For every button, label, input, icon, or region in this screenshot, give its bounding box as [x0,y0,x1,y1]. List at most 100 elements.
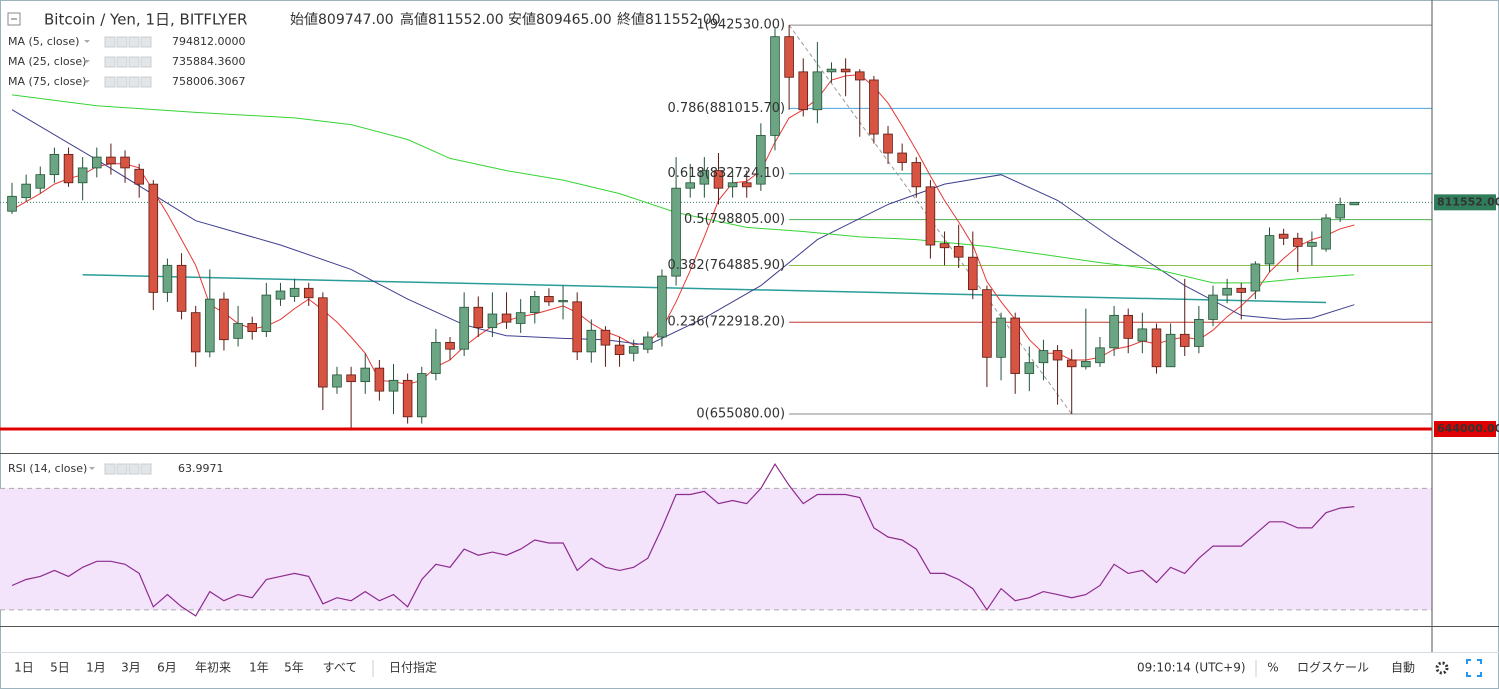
range-button[interactable]: 年初来 [195,661,231,675]
range-button[interactable]: 1月 [86,661,106,675]
legend-icon[interactable] [116,36,128,48]
range-button[interactable]: 5年 [284,661,304,675]
candle-body [840,68,851,73]
candle-body [374,367,385,392]
range-button[interactable]: 1日 [14,661,34,675]
fib-label: 0(655080.00) [696,407,785,422]
candle-body [1349,201,1360,206]
legend-icon[interactable] [140,463,152,475]
legend-icon[interactable] [128,56,140,68]
legend-icon[interactable] [128,76,140,88]
legend-value: 794812.0000 [172,35,245,48]
candle-body [63,153,74,184]
price-label-box [1434,421,1496,438]
legend-icon[interactable] [116,463,128,475]
candle-body [318,297,328,388]
candle-body [756,135,766,185]
candle-body [713,170,724,189]
candle-body [1038,350,1049,364]
candle-body [586,329,597,353]
legend-dropdown[interactable] [89,467,95,470]
candle-body [289,287,300,297]
auto-scale-button[interactable]: 自動 [1391,661,1415,675]
candle-body [77,167,88,184]
candle-body [416,373,427,418]
fib-label: 0.618(832724.10) [667,166,785,181]
range-button[interactable]: 1年 [249,661,269,675]
legend-icon[interactable] [116,76,128,88]
legend-value: 63.9971 [178,462,224,475]
legend-icon[interactable] [140,76,152,88]
candle-body [388,379,399,392]
legend-icon[interactable] [128,463,140,475]
legend-icon[interactable] [128,36,140,48]
candle-body [346,374,356,383]
percent-button[interactable]: % [1267,661,1278,675]
grid-layer [0,488,1432,610]
price-label: 644000.00 [1437,422,1499,435]
legend-icon[interactable] [104,76,116,88]
candle-body [1292,237,1303,247]
legend-name: MA (25, close) [8,55,86,68]
candle-body [572,301,582,353]
candle-body [982,289,992,358]
candle-body [1179,333,1190,347]
legend-name: RSI (14, close) [8,462,87,475]
candle-body [1024,362,1035,374]
candle-body [558,300,568,303]
candle-body [233,323,243,339]
candle-body [1278,233,1289,239]
candle-body [628,346,639,354]
candle-body [21,183,31,199]
range-button[interactable]: 6月 [157,661,177,675]
candle-body [996,317,1006,358]
candle-body [162,264,173,293]
candle-body [190,312,201,353]
candle-body [120,156,130,169]
legend-icon[interactable] [104,463,116,475]
candle-body [360,367,371,383]
candle-body [1194,319,1204,347]
candle-body [1307,241,1317,247]
candle-body [1109,314,1119,349]
candle-body [699,170,710,185]
legend-icon[interactable] [116,56,128,68]
ohlc-open: 始値809747.00 [290,12,394,28]
fullscreen-button[interactable] [1466,659,1482,677]
candle-body [1052,350,1063,361]
legend-icon[interactable] [104,56,116,68]
clock: 09:10:14 (UTC+9) [1137,661,1246,675]
date-pick-button[interactable]: 日付指定 [389,660,437,675]
log-scale-button[interactable]: ログスケール [1297,661,1369,675]
candle-body [1151,328,1162,368]
range-button[interactable]: 3月 [121,661,141,675]
legend-icon[interactable] [140,56,152,68]
legend-dropdown[interactable] [84,80,90,83]
legend-dropdown[interactable] [84,60,90,63]
fib-label: 0.382(764885.90) [667,258,785,273]
candle-body [1208,294,1218,320]
candle-body [953,245,964,258]
legend-icon[interactable] [140,36,152,48]
ohlc-close: 終値811552.00 [617,12,721,28]
legend-dropdown[interactable] [84,40,90,43]
candle-body [7,195,17,212]
candle-body [939,243,950,249]
candle-body [1321,217,1331,250]
legend-icon[interactable] [104,36,116,48]
candle-body [826,68,837,73]
candle-body [530,296,540,314]
trend-line [82,274,1327,304]
settings-button[interactable] [1435,661,1449,675]
candle-body [883,133,893,154]
candle-body [487,313,498,328]
range-button[interactable]: 5日 [50,661,70,675]
candle-body [219,298,229,341]
price-label: 811552.00 [1437,195,1499,208]
rsi-band [0,488,1432,610]
range-button[interactable]: すべて [323,661,358,675]
candle-body [643,336,653,350]
candle-body [925,186,936,246]
candle-body [784,36,794,78]
